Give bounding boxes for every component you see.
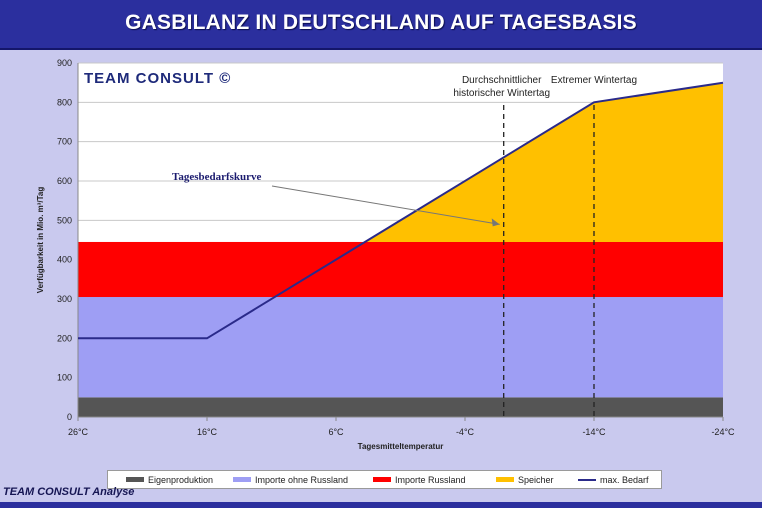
- reference-line-label: Durchschnittlicher: [462, 75, 542, 86]
- gas-balance-chart: 0 100 200 300 400 500 600 700 800 900 26°C 16°C 6°C -…: [36, 58, 735, 451]
- x-tick-label: 26°C: [68, 427, 89, 437]
- band-importe-ohne-russland: [78, 297, 723, 398]
- chart-legend: Eigenproduktion Importe ohne Russland Impo…: [107, 470, 662, 489]
- legend-item: max. Bedarf: [578, 473, 649, 486]
- legend-label: Speicher: [518, 474, 554, 485]
- bottom-bar: [0, 502, 762, 508]
- legend-swatch: [233, 477, 251, 482]
- y-tick-label: 600: [57, 176, 72, 186]
- y-tick-label: 900: [57, 58, 72, 68]
- footer-brand: TEAM CONSULT Analyse: [3, 486, 134, 498]
- y-tick-label: 400: [57, 255, 72, 265]
- y-tick-label: 200: [57, 333, 72, 343]
- x-tick-label: -14°C: [582, 427, 606, 437]
- y-tick-label: 500: [57, 215, 72, 225]
- legend-label: max. Bedarf: [600, 474, 649, 485]
- y-tick-label: 300: [57, 294, 72, 304]
- y-tick-label: 800: [57, 97, 72, 107]
- legend-swatch: [126, 477, 144, 482]
- annotation-arrow: [271, 185, 500, 225]
- x-tick-label: 6°C: [328, 427, 344, 437]
- legend-item: Eigenproduktion: [126, 473, 213, 486]
- x-tick-label: 16°C: [197, 427, 218, 437]
- x-tick-label: -24°C: [711, 427, 735, 437]
- reference-line-label: Extremer Wintertag: [551, 75, 637, 86]
- y-tick-label: 100: [57, 373, 72, 383]
- page-title: GASBILANZ IN DEUTSCHLAND AUF TAGESBASIS: [125, 11, 637, 34]
- band-eigenproduktion: [78, 397, 723, 417]
- x-axis-label: Tagesmitteltemperatur: [358, 442, 444, 451]
- y-axis-label: Verfügbarkeit in Mio. m³/Tag: [36, 187, 45, 294]
- y-tick-label: 0: [67, 412, 72, 422]
- watermark-logo: TEAM CONSULT ©: [84, 70, 231, 87]
- x-tick-label: -4°C: [456, 427, 475, 437]
- annotation-arrowhead: [491, 218, 500, 227]
- legend-label: Eigenproduktion: [148, 474, 214, 485]
- y-tick-label: 700: [57, 137, 72, 147]
- legend-label: Importe ohne Russland: [255, 474, 349, 485]
- legend-label: Importe Russland: [395, 474, 466, 485]
- legend-item: Importe ohne Russland: [233, 473, 348, 486]
- band-speicher: [365, 82, 723, 242]
- footer-brand-suffix: Analyse: [92, 486, 135, 498]
- legend-item: Importe Russland: [373, 473, 466, 486]
- title-banner: GASBILANZ IN DEUTSCHLAND AUF TAGESBASIS: [0, 0, 762, 50]
- legend-swatch: [578, 478, 596, 481]
- footer-brand-name: TEAM CONSULT: [3, 486, 90, 498]
- reference-line-label: historischer Wintertag: [453, 88, 550, 99]
- legend-item: Speicher: [496, 473, 554, 486]
- series-line-max-bedarf: [78, 81, 724, 340]
- annotation-tagesbedarfskurve: Tagesbedarfskurve: [172, 171, 262, 183]
- band-importe-russland: [78, 241, 723, 298]
- legend-swatch: [373, 477, 391, 482]
- legend-swatch: [496, 477, 514, 482]
